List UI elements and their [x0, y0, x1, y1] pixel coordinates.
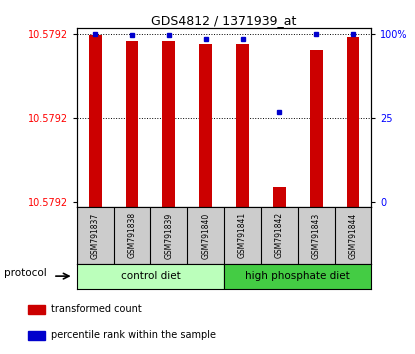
Text: high phosphate diet: high phosphate diet — [245, 271, 350, 281]
Bar — [273, 187, 286, 207]
Text: percentile rank within the sample: percentile rank within the sample — [51, 330, 216, 341]
Text: GSM791841: GSM791841 — [238, 212, 247, 258]
Text: transformed count: transformed count — [51, 304, 142, 314]
Bar — [77, 264, 224, 289]
Bar — [187, 207, 224, 264]
Text: GSM791844: GSM791844 — [349, 212, 357, 258]
Bar — [224, 264, 371, 289]
Bar — [77, 207, 114, 264]
Text: GSM791838: GSM791838 — [127, 212, 137, 258]
Text: GSM791837: GSM791837 — [91, 212, 100, 258]
Text: control diet: control diet — [121, 271, 180, 281]
Bar — [89, 35, 102, 207]
Text: GSM791839: GSM791839 — [164, 212, 173, 258]
Text: protocol: protocol — [4, 268, 47, 278]
Bar — [347, 37, 359, 207]
Bar — [28, 305, 45, 314]
Text: GSM791843: GSM791843 — [312, 212, 321, 258]
Bar — [310, 50, 322, 207]
Bar — [114, 207, 151, 264]
Bar — [162, 41, 175, 207]
Bar — [298, 207, 334, 264]
Bar — [334, 207, 371, 264]
Text: GSM791840: GSM791840 — [201, 212, 210, 258]
Title: GDS4812 / 1371939_at: GDS4812 / 1371939_at — [151, 14, 297, 27]
Bar — [126, 41, 139, 207]
Bar — [151, 207, 187, 264]
Bar — [28, 331, 45, 340]
Bar — [199, 44, 212, 207]
Bar — [236, 44, 249, 207]
Text: GSM791842: GSM791842 — [275, 212, 284, 258]
Bar — [261, 207, 298, 264]
Bar — [224, 207, 261, 264]
